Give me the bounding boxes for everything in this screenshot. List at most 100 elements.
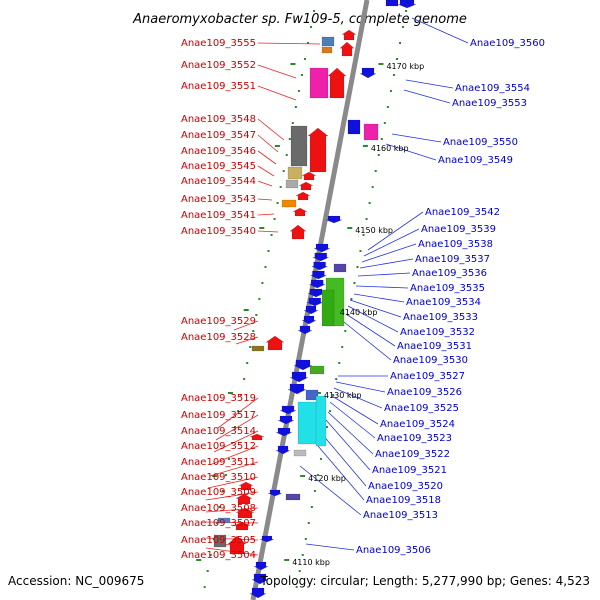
track-dot	[273, 218, 276, 220]
gene-arrow	[289, 224, 307, 240]
gene-label-left: Anae109_3507	[181, 518, 256, 529]
gene-label-right: Anae109_3539	[421, 224, 496, 235]
gene-block	[321, 289, 335, 327]
track-dot	[224, 474, 227, 476]
connector-right	[335, 381, 386, 393]
track-dot	[313, 10, 316, 12]
gene-block	[321, 46, 333, 54]
gene-label-left: Anae109_3551	[181, 81, 256, 92]
gene-arrow	[310, 270, 327, 280]
gene-arrow	[301, 315, 317, 325]
connector-left	[257, 134, 279, 153]
gene-label-left: Anae109_3545	[181, 161, 256, 172]
track-dot	[341, 346, 344, 348]
kbp-label: 4130 kbp	[324, 391, 362, 400]
gene-arrow	[397, 0, 417, 9]
gene-block	[217, 517, 231, 524]
kbp-label: 4120 kbp	[308, 474, 346, 483]
connector-left	[257, 118, 285, 141]
track-dot	[389, 90, 392, 92]
gene-arrow	[312, 252, 329, 262]
connector-right	[349, 299, 402, 318]
gene-label-right: Anae109_3518	[366, 495, 441, 506]
gene-arrow	[289, 371, 309, 383]
gene-arrow	[227, 535, 247, 555]
connector-right	[325, 419, 371, 471]
gene-block	[309, 365, 325, 375]
gene-label-left: Anae109_3519	[181, 393, 256, 404]
gene-label-right: Anae109_3542	[425, 207, 500, 218]
gene-label-right: Anae109_3527	[390, 371, 465, 382]
gene-label-right: Anae109_3522	[375, 449, 450, 460]
gene-label-right: Anae109_3520	[368, 481, 443, 492]
connector-right	[367, 211, 424, 251]
kbp-label: 4140 kbp	[340, 308, 378, 317]
track-dot	[374, 170, 377, 172]
gene-arrow	[307, 127, 329, 173]
track-tick	[196, 559, 202, 561]
gene-label-right: Anae109_3506	[356, 545, 431, 556]
track-dot	[221, 490, 224, 492]
track-dot	[282, 170, 285, 172]
track-dot	[264, 266, 267, 268]
track-dot	[399, 42, 402, 44]
gene-arrow	[311, 261, 328, 271]
gene-arrow	[341, 29, 357, 41]
connector-left	[257, 165, 275, 177]
track-dot	[335, 378, 338, 380]
connector-right	[317, 445, 365, 501]
gene-arrow	[253, 561, 269, 571]
track-tick	[274, 145, 280, 147]
track-dot	[362, 234, 365, 236]
track-dot	[326, 426, 329, 428]
gene-label-right: Anae109_3524	[380, 419, 455, 430]
gene-arrow	[293, 359, 313, 371]
gene-arrow	[306, 297, 323, 307]
connector-left	[235, 336, 259, 345]
gene-arrow	[292, 207, 308, 217]
gene-arrow	[313, 243, 331, 253]
track-dot	[356, 266, 359, 268]
gene-label-right: Anae109_3531	[397, 341, 472, 352]
connector-left	[257, 42, 321, 45]
gene-label-right: Anae109_3530	[393, 355, 468, 366]
track-dot	[365, 218, 368, 220]
track-dot	[316, 474, 319, 476]
connector-left	[207, 476, 259, 489]
connector-right	[329, 401, 376, 439]
track-dot	[332, 394, 335, 396]
gene-label-left: Anae109_3540	[181, 226, 256, 237]
track-dot	[291, 122, 294, 124]
connector-right	[411, 17, 469, 44]
track-dot	[368, 202, 371, 204]
track-dot	[347, 314, 350, 316]
gene-label-right: Anae109_3525	[384, 403, 459, 414]
connector-left	[257, 198, 273, 201]
gene-label-right: Anae109_3549	[438, 155, 513, 166]
track-dot	[344, 330, 347, 332]
track-dot	[267, 250, 270, 252]
gene-arrow	[307, 288, 325, 298]
connector-right	[359, 258, 414, 269]
gene-label-left: Anae109_3547	[181, 130, 256, 141]
track-dot	[295, 586, 298, 588]
kbp-labels: 4170 kbp 4160 kbp 4150 kbp 4140 kbp 4130 kbp…	[292, 62, 424, 567]
connector-right	[361, 243, 417, 263]
track-dot	[313, 490, 316, 492]
connector-right	[345, 313, 396, 347]
track-dot	[383, 122, 386, 124]
track-dot	[377, 154, 380, 156]
gene-arrow	[339, 41, 355, 57]
gene-arrow	[295, 191, 311, 201]
connector-right	[391, 133, 442, 143]
gene-label-right: Anae109_3513	[363, 510, 438, 521]
track-dot	[380, 138, 383, 140]
track-dot	[307, 522, 310, 524]
gene-label-right: Anae109_3537	[415, 254, 490, 265]
gene-block	[315, 395, 327, 447]
track-dot	[249, 346, 252, 348]
track-tick	[378, 63, 384, 65]
gene-arrow	[309, 279, 326, 289]
track-dot	[209, 554, 212, 556]
gene-label-left: Anae109_3508	[181, 503, 256, 514]
